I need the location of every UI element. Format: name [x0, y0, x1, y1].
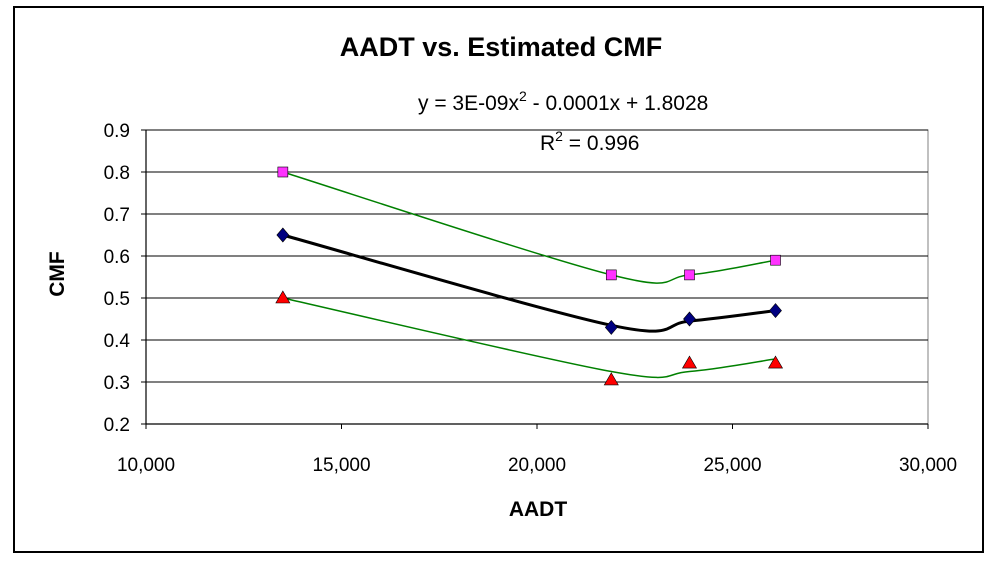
- y-tick-label: 0.5: [104, 289, 130, 310]
- y-axis-label: CMF: [46, 251, 69, 297]
- trendline-triangle: [282, 297, 776, 379]
- trendline-diamond: [282, 233, 776, 333]
- y-tick-label: 0.2: [104, 415, 130, 436]
- diamond-marker: [276, 227, 290, 243]
- y-tick-labels: 0.2 0.3 0.4 0.5 0.6 0.7 0.8 0.9: [104, 121, 131, 436]
- data-markers: [275, 166, 784, 386]
- y-tick-label: 0.7: [104, 205, 130, 226]
- x-tick-label: 15,000: [312, 455, 370, 476]
- y-tick-label: 0.6: [104, 247, 130, 268]
- plot-area-border: [145, 129, 929, 425]
- triangle-marker: [767, 355, 784, 369]
- triangle-marker: [681, 355, 698, 369]
- trendline-square: [282, 171, 776, 284]
- x-tick-labels: 10,000 15,000 20,000 25,000 30,000: [117, 455, 957, 476]
- square-marker: [684, 269, 695, 281]
- axes: [141, 129, 929, 429]
- y-tick-label: 0.4: [104, 331, 131, 352]
- y-tick-label: 0.9: [104, 121, 130, 142]
- y-tick-label: 0.8: [104, 163, 130, 184]
- chart-title: AADT vs. Estimated CMF: [340, 32, 663, 62]
- gridlines: [146, 129, 928, 383]
- trendline-r-squared: R2 = 0.996: [540, 128, 639, 155]
- square-marker: [770, 254, 781, 266]
- diamond-marker: [769, 303, 782, 319]
- diamond-marker: [683, 311, 696, 327]
- x-tick-label: 25,000: [703, 455, 761, 476]
- diamond-marker: [604, 319, 618, 335]
- plot-area: [145, 129, 929, 425]
- x-axis-label: AADT: [509, 498, 567, 521]
- x-tick-label: 10,000: [117, 455, 175, 476]
- trendlines: [282, 171, 776, 379]
- trendline-equation: y = 3E-09x2 - 0.0001x + 1.8028: [418, 88, 708, 115]
- x-tick-label: 30,000: [899, 455, 957, 476]
- square-marker: [605, 269, 617, 281]
- square-marker: [277, 166, 289, 178]
- y-tick-label: 0.3: [104, 373, 130, 394]
- triangle-marker: [275, 290, 291, 304]
- x-tick-label: 20,000: [508, 455, 566, 476]
- triangle-marker: [603, 372, 619, 386]
